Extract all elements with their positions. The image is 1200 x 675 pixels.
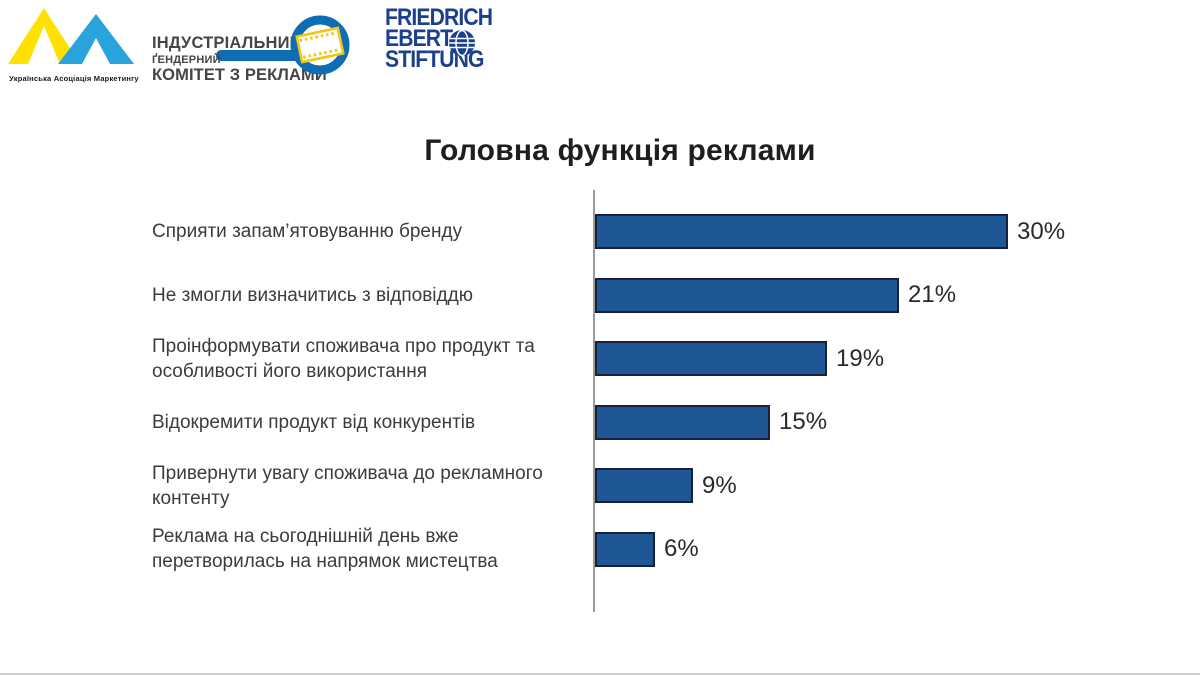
bar-track: 15%	[595, 404, 1182, 440]
chart-title: Головна функція реклами	[424, 134, 816, 167]
category-label: Сприяти запам’ятовуванню бренду	[152, 221, 463, 243]
fes-logo-line1: FRIEDRICH	[385, 4, 493, 31]
category-label: Відокремити продукт від конкурентів	[152, 411, 476, 433]
value-label: 21%	[908, 281, 957, 309]
uam-logo-caption: Українська Асоціація Маркетингу	[9, 74, 139, 83]
uam-logo-icon	[8, 8, 134, 64]
chart-row: Не змогли визначитись з відповіддю 21%	[152, 264, 1182, 328]
bar	[595, 214, 1008, 250]
bar-track: 19%	[595, 341, 1182, 377]
bar	[595, 404, 770, 440]
category-label: Не змогли визначитись з відповіддю	[152, 284, 473, 306]
bar	[595, 468, 693, 504]
chart-row: Привернути увагу споживача до рекламного…	[152, 454, 1182, 518]
igkr-logo-line2: ҐЕНДЕРНИЙ	[152, 54, 221, 66]
chart-row: Проінформувати споживача про продукт та …	[152, 327, 1182, 391]
fes-logo-line2: EBERT	[385, 25, 453, 52]
igkr-logo-line3: КОМІТЕТ З РЕКЛАМИ	[152, 66, 327, 84]
bar-track: 9%	[595, 468, 1182, 504]
value-label: 19%	[836, 344, 885, 372]
magnifier-handle	[216, 50, 302, 61]
chart-row: Сприяти запам’ятовуванню бренду 30%	[152, 200, 1182, 264]
logo-bar: Українська Асоціація Маркетингу ІНДУСТРІ…	[0, 0, 1200, 100]
category-label: Привернути увагу споживача до рекламного…	[152, 462, 543, 509]
page-bottom-edge	[0, 673, 1200, 675]
value-label: 9%	[702, 471, 737, 499]
fes-logo-line3: STIFTUNG	[385, 46, 484, 73]
fes-logo: FRIEDRICH EBERT STIFTUNG	[385, 4, 515, 73]
globe-icon	[449, 29, 475, 57]
value-label: 15%	[779, 408, 828, 436]
bar-track: 21%	[595, 277, 1182, 313]
bar-track: 30%	[595, 214, 1182, 250]
chart-row: Відокремити продукт від конкурентів 15%	[152, 391, 1182, 455]
value-label: 6%	[664, 535, 699, 563]
bar	[595, 277, 899, 313]
igkr-logo-line1: ІНДУСТРІАЛЬНИЙ	[152, 33, 302, 52]
bar-track: 6%	[595, 531, 1182, 567]
bar	[595, 341, 827, 377]
uam-logo: Українська Асоціація Маркетингу	[8, 6, 140, 83]
igkr-logo: ІНДУСТРІАЛЬНИЙ ҐЕНДЕРНИЙ КОМІТЕТ З РЕКЛА…	[152, 10, 382, 92]
bar	[595, 531, 655, 567]
magnifier-film-icon	[290, 15, 350, 75]
bar-chart: Сприяти запам’ятовуванню бренду 30% Не з…	[152, 200, 1182, 581]
chart-y-axis-line	[593, 190, 595, 612]
value-label: 30%	[1017, 217, 1066, 245]
category-label: Реклама на сьогоднішній день вже перетво…	[152, 526, 498, 573]
chart-row: Реклама на сьогоднішній день вже перетво…	[152, 518, 1182, 582]
category-label: Проінформувати споживача про продукт та …	[152, 335, 535, 382]
